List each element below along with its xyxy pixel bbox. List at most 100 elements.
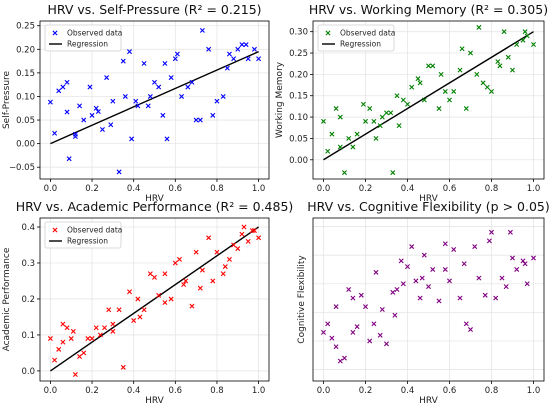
data-point <box>81 117 87 123</box>
x-tick-label: 0.6 <box>169 386 183 396</box>
data-point <box>514 266 520 272</box>
plot-frame <box>39 20 270 180</box>
data-point <box>438 71 444 77</box>
data-point <box>468 327 473 333</box>
data-point <box>199 27 205 33</box>
data-point <box>133 98 139 104</box>
data-point <box>405 101 410 107</box>
data-point <box>141 307 147 313</box>
data-point <box>226 51 232 57</box>
data-point <box>457 67 463 73</box>
data-point <box>68 336 74 342</box>
data-point <box>70 328 76 334</box>
regression-line <box>323 31 534 161</box>
x-tick-label: 1.0 <box>527 386 541 396</box>
data-point <box>241 224 247 230</box>
data-point <box>60 321 66 327</box>
data-point <box>350 329 356 335</box>
data-point <box>510 67 515 73</box>
legend-label: Observed data <box>67 226 122 235</box>
y-tick-label: 0.00 <box>16 140 35 150</box>
data-point <box>520 37 526 43</box>
data-point <box>214 249 220 255</box>
x-tick-label: 0.2 <box>85 184 99 194</box>
data-point <box>329 131 335 137</box>
data-point <box>127 49 133 55</box>
data-point <box>99 126 105 132</box>
data-point <box>400 97 406 103</box>
data-point <box>110 321 116 327</box>
x-tick-label: 0.2 <box>359 184 373 194</box>
data-point <box>251 228 257 234</box>
y-tick-label: 0.4 <box>21 223 35 233</box>
data-point <box>346 135 352 141</box>
gridlines <box>313 218 544 381</box>
x-axis-label: HRV <box>145 194 165 204</box>
x-tick-label: 1.0 <box>252 386 266 396</box>
x-axis-label: HRV <box>419 396 439 406</box>
chart-title: HRV vs. Self-Pressure (R² = 0.215) <box>47 2 261 17</box>
chart-panel-3: 0.0 0.2 0.4 0.6 0.8 1.0 0.0 0.1 0.2 0.3 0.4 HRV vs.… <box>2 199 293 406</box>
data-points <box>47 27 262 175</box>
data-point <box>87 84 93 90</box>
data-point <box>430 63 436 69</box>
data-point <box>206 235 212 241</box>
data-point <box>396 123 402 129</box>
data-point <box>77 354 83 360</box>
chart-title: HRV vs. Academic Performance (R² = 0.485… <box>16 199 294 214</box>
data-point <box>108 122 114 128</box>
data-point <box>333 106 339 112</box>
data-point <box>350 295 356 301</box>
legend-marker <box>52 30 58 36</box>
y-tick-label: 0.15 <box>16 69 35 79</box>
data-point <box>377 123 383 129</box>
data-point <box>147 271 153 277</box>
y-tick-label: 0.05 <box>289 134 308 144</box>
x-tick-label: 0.8 <box>210 386 224 396</box>
data-point <box>137 314 143 320</box>
data-point <box>421 97 427 103</box>
y-tick-label: 0.10 <box>16 92 35 102</box>
data-point <box>256 235 262 241</box>
data-point <box>373 269 379 275</box>
data-point <box>135 296 141 302</box>
legend-label: Regression <box>340 40 381 49</box>
y-axis-label: Cognitive Flexibility <box>297 255 307 344</box>
data-point <box>220 271 226 277</box>
data-point <box>413 278 419 284</box>
y-tick-label: 0.1 <box>21 331 35 341</box>
chart-panel-2: 0.0 0.2 0.4 0.6 0.8 1.0 0.00 0.05 0.10 0.15 0.20 0.… <box>275 2 548 204</box>
data-point <box>116 169 122 175</box>
data-point <box>93 105 99 111</box>
data-point <box>493 295 499 301</box>
data-point <box>60 84 66 90</box>
data-point <box>360 101 366 107</box>
legend: Observed data Regression <box>317 24 395 52</box>
legend-marker <box>325 30 331 36</box>
x-tick-label: 0.4 <box>127 386 141 396</box>
data-point <box>398 258 404 264</box>
data-point <box>95 109 101 115</box>
x-tick-label: 0.0 <box>317 386 331 396</box>
data-point <box>363 304 368 310</box>
data-point <box>189 79 195 85</box>
data-point <box>459 46 465 52</box>
data-point <box>102 325 108 331</box>
data-point <box>52 357 58 363</box>
y-tick-label: 0.20 <box>289 70 308 80</box>
data-point <box>484 84 490 90</box>
data-point <box>342 355 347 361</box>
data-point <box>206 46 212 52</box>
regression-line <box>50 51 259 145</box>
data-point <box>482 292 488 298</box>
y-tick-label: 0.20 <box>16 45 35 55</box>
data-point <box>415 76 421 82</box>
data-point <box>162 60 168 66</box>
data-point <box>60 339 66 345</box>
data-point <box>371 118 377 124</box>
data-point <box>181 282 187 288</box>
gridlines <box>40 218 269 381</box>
legend-label: Regression <box>67 237 108 246</box>
x-tick-label: 0.6 <box>169 184 183 194</box>
plot-frame <box>39 217 270 382</box>
